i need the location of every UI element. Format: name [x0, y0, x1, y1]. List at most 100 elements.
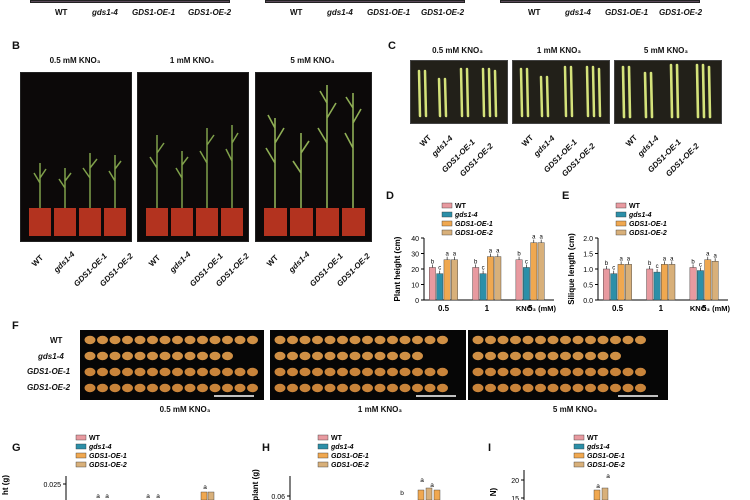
panel-label-g: G	[12, 442, 21, 454]
seed	[349, 367, 361, 377]
bar	[530, 242, 538, 301]
significance-letter: a	[532, 235, 536, 241]
bar	[646, 268, 654, 301]
panel-label-h: H	[262, 442, 270, 454]
panel-b-label-wt-1: WT	[30, 253, 46, 269]
seed	[374, 351, 386, 361]
panel-b-label-wt-2: WT	[147, 253, 163, 269]
significance-letter: a	[663, 256, 667, 262]
seed	[535, 383, 546, 393]
significance-letter: a	[496, 249, 500, 255]
seed	[437, 367, 448, 377]
bar	[207, 491, 215, 500]
seed	[472, 351, 484, 361]
panel-b-cond-1: 0.5 mM KNO₃	[49, 56, 101, 65]
bar	[523, 267, 530, 301]
seed	[387, 367, 398, 377]
seed	[485, 351, 496, 361]
seed	[485, 335, 496, 345]
seed	[274, 383, 286, 393]
seed	[324, 351, 336, 361]
bar	[436, 273, 444, 301]
seed	[312, 351, 323, 361]
seed	[472, 367, 484, 377]
seed	[172, 351, 183, 361]
seed	[247, 367, 258, 377]
seed	[387, 335, 398, 345]
panel-c-photo-1	[410, 60, 508, 124]
panel-c-label-gds-3: gds1-4	[636, 133, 661, 159]
y-tick-label: 2.0	[583, 236, 593, 243]
legend-swatch	[615, 229, 627, 236]
seed	[412, 351, 423, 361]
panel-label-i: I	[488, 442, 492, 454]
panel-c-label-wt-2: WT	[520, 133, 536, 149]
seed	[247, 335, 258, 345]
panel-f-cond-1: 0.5 mM KNO₃	[159, 405, 211, 414]
legend-label: gds1-4	[88, 444, 112, 451]
seed	[184, 351, 196, 361]
seed	[184, 383, 196, 393]
bar	[417, 489, 425, 500]
significance-letter: a	[596, 483, 600, 490]
seed	[299, 351, 311, 361]
panel-c-label-wt-3: WT	[624, 133, 640, 149]
seed	[172, 335, 183, 345]
seed	[362, 335, 373, 345]
y-tick-label: 0.0	[583, 298, 593, 305]
seed	[597, 351, 609, 361]
seed	[147, 383, 158, 393]
seed	[485, 383, 496, 393]
seed	[97, 367, 108, 377]
seed	[560, 335, 571, 345]
panel-label-b: B	[12, 40, 20, 52]
seed	[412, 335, 423, 345]
seed	[597, 335, 609, 345]
y-tick-label: 20	[511, 478, 519, 485]
seed	[109, 367, 121, 377]
seed	[535, 367, 546, 377]
seed	[349, 351, 361, 361]
seed	[424, 383, 436, 393]
seed	[234, 383, 246, 393]
seed	[522, 351, 534, 361]
seed	[84, 383, 96, 393]
panel-f-row-wt: WT	[50, 336, 63, 345]
legend-label: GDS1-OE-1	[455, 221, 493, 228]
seed	[572, 367, 584, 377]
panel-label-f: F	[12, 320, 19, 332]
seed	[312, 383, 323, 393]
seed	[134, 335, 146, 345]
legend-label: GDS1-OE-2	[587, 462, 625, 469]
seed	[337, 351, 348, 361]
top-label-oe2-1: GDS1-OE-2	[188, 8, 232, 17]
significance-letter: b	[431, 259, 435, 265]
y-tick-label: 0.025	[43, 482, 61, 489]
top-label-gds-3: gds1-4	[565, 8, 591, 17]
seed	[535, 335, 546, 345]
seed	[234, 335, 246, 345]
seed	[547, 351, 559, 361]
seed	[324, 383, 336, 393]
y-tick-label: 0.06	[271, 494, 285, 500]
seed	[134, 367, 146, 377]
bar	[603, 268, 610, 301]
seed	[497, 367, 509, 377]
legend-swatch	[573, 461, 585, 468]
legend-swatch	[441, 211, 453, 218]
seed	[222, 383, 233, 393]
x-tick-label: 0.5	[438, 304, 450, 313]
seed	[610, 383, 621, 393]
seed	[610, 335, 621, 345]
seed	[585, 335, 596, 345]
seed	[572, 335, 584, 345]
bar	[668, 264, 676, 301]
seed	[622, 367, 634, 377]
legend-swatch	[317, 461, 329, 468]
legend-swatch	[75, 452, 87, 459]
top-label-wt-3: WT	[528, 8, 541, 17]
bar	[689, 267, 697, 301]
seed	[84, 335, 96, 345]
y-axis-label: plant (g)	[251, 469, 260, 500]
seed	[349, 383, 361, 393]
